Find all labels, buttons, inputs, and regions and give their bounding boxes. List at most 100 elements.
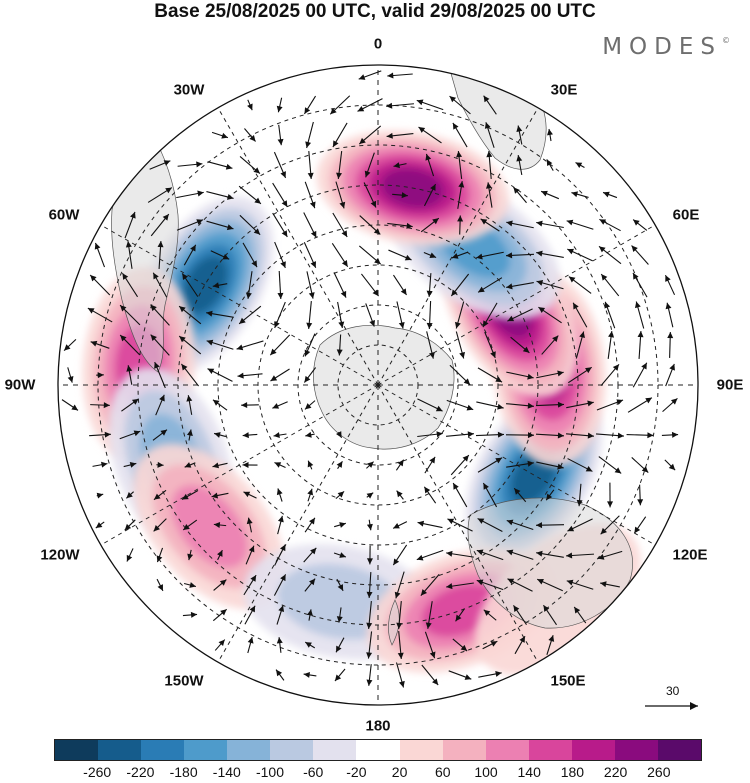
wind-vector <box>392 192 408 199</box>
wind-vector <box>423 486 437 504</box>
wind-vector <box>276 97 283 113</box>
wind-vector <box>416 549 444 561</box>
wind-vector <box>366 631 373 659</box>
brand-logo: MODES© <box>602 34 730 60</box>
wind-vector <box>119 334 141 356</box>
wind-vector <box>397 631 404 659</box>
colorbar-tick-label: 260 <box>647 764 671 780</box>
wind-vector <box>393 162 407 169</box>
wind-vector <box>394 571 405 599</box>
wind-vector <box>277 270 284 300</box>
lon-label-120w: 120W <box>40 546 80 564</box>
wind-vector <box>305 431 315 438</box>
meridian <box>100 384 379 546</box>
wind-vector <box>247 636 254 654</box>
wind-vector <box>336 334 343 356</box>
wind-vector <box>566 400 594 409</box>
wind-vector <box>153 489 167 501</box>
wind-vector <box>332 212 348 238</box>
wind-vector <box>186 395 193 415</box>
wind-vector <box>238 185 262 205</box>
wind-vector <box>661 431 679 438</box>
wind-vector <box>245 545 255 565</box>
wind-vector <box>604 301 616 329</box>
wind-vector <box>304 181 316 209</box>
wind-vector <box>637 484 644 506</box>
wind-vector <box>331 243 349 267</box>
wind-vector <box>477 367 503 383</box>
wind-vector <box>506 282 534 290</box>
wind-vector <box>187 549 194 561</box>
wind-vector <box>124 519 136 531</box>
wind-vector <box>358 125 382 145</box>
meridian <box>217 384 379 663</box>
wind-vector <box>304 400 316 410</box>
wind-vector <box>575 331 585 359</box>
wind-vector <box>186 429 193 441</box>
wind-vector <box>513 186 527 204</box>
colorbar-swatch <box>356 740 400 760</box>
wind-vector <box>536 279 564 290</box>
wind-vector <box>121 398 139 412</box>
wind-vector <box>336 578 344 592</box>
polar-map <box>57 64 699 706</box>
wind-vector <box>213 579 227 591</box>
wind-vector <box>245 271 253 299</box>
wind-vector <box>477 457 503 473</box>
colorbar-tick-label: -140 <box>212 764 241 780</box>
wind-vector <box>507 308 533 322</box>
wind-vector <box>482 302 498 328</box>
wind-vector <box>420 217 440 233</box>
lon-label-150w: 150W <box>164 672 204 690</box>
wind-vector <box>306 271 315 299</box>
wind-vector <box>124 211 136 239</box>
wind-vector <box>366 519 373 531</box>
wind-vector <box>421 664 439 686</box>
wind-vector <box>180 363 200 387</box>
chart-title: Base 25/08/2025 00 UTC, valid 29/08/2025… <box>154 1 596 22</box>
wind-vector <box>567 518 593 532</box>
wind-vector <box>336 151 343 179</box>
wind-vector <box>274 544 286 566</box>
wind-vector <box>303 671 317 678</box>
wind-vector <box>545 489 555 501</box>
wind-vector <box>90 340 110 349</box>
wind-vector <box>607 331 615 359</box>
wind-vector <box>505 252 535 259</box>
wind-vector <box>184 462 196 468</box>
wind-vector <box>572 302 588 328</box>
wind-vector <box>212 462 228 469</box>
colorbar-swatch <box>614 740 658 760</box>
wind-vector <box>510 336 530 354</box>
wind-vector <box>631 457 649 473</box>
reference-vector <box>645 702 698 710</box>
wind-vector <box>602 191 618 199</box>
wind-vector <box>243 574 257 596</box>
colorbar-swatch <box>141 740 185 760</box>
meridian <box>377 107 539 386</box>
wind-vector <box>156 547 164 563</box>
wind-vector <box>277 515 284 535</box>
wind-vector <box>417 431 443 438</box>
wind-vector <box>335 490 345 500</box>
graticule <box>58 65 698 705</box>
wind-vector <box>206 339 234 350</box>
wind-vector <box>482 482 498 508</box>
wind-vector <box>516 125 523 145</box>
wind-vector <box>332 122 348 148</box>
wind-vector <box>306 301 313 329</box>
wind-vector <box>535 522 565 529</box>
wind-vector <box>363 182 377 208</box>
wind-vector <box>516 154 523 176</box>
brand-mark: © <box>722 36 730 45</box>
wind-vector <box>455 608 465 622</box>
wind-vector <box>364 152 375 178</box>
colorbar-tick-label: -20 <box>346 764 367 780</box>
wind-vector <box>366 545 373 565</box>
wind-vector <box>423 252 437 259</box>
colorbar <box>54 739 702 761</box>
wind-vector <box>183 582 197 588</box>
wind-vector <box>155 394 165 416</box>
colorbar-swatch <box>227 740 271 760</box>
wind-vector <box>269 334 291 356</box>
